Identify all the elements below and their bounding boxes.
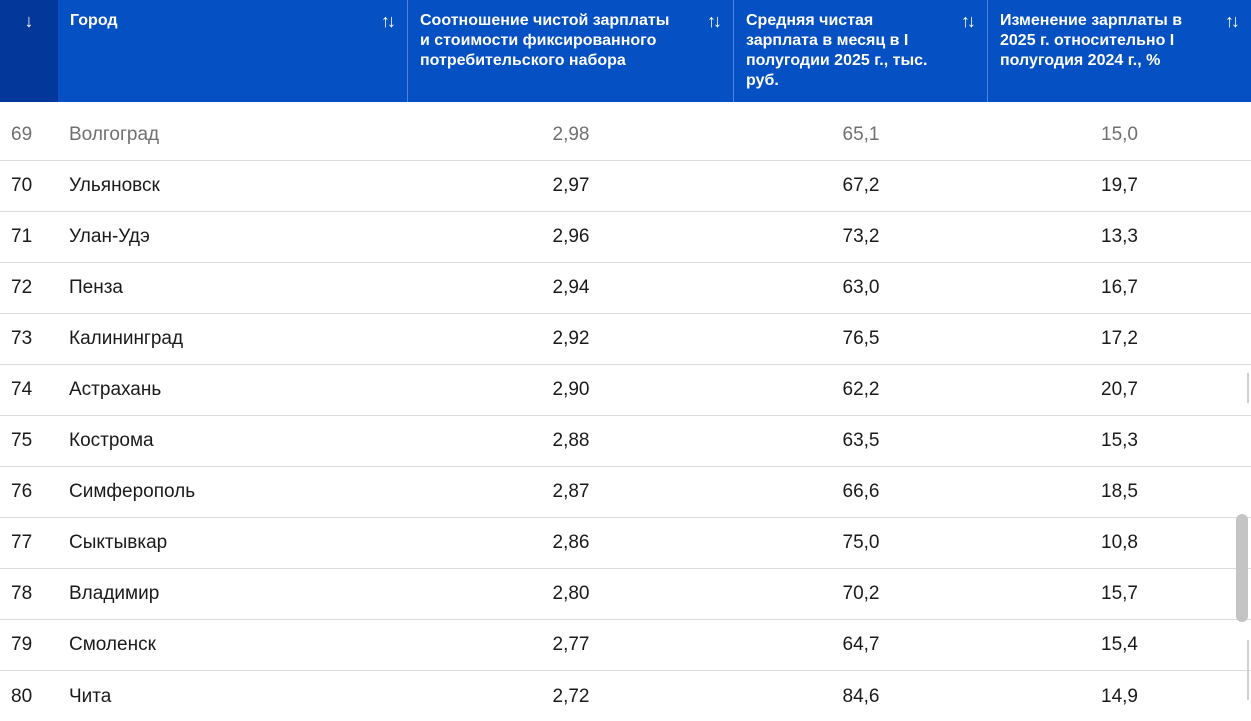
cell-change: 15,4 (1101, 634, 1138, 655)
cell-change: 15,3 (1101, 430, 1138, 451)
cell-change: 19,7 (1101, 175, 1138, 196)
cell-salary: 65,1 (842, 124, 880, 145)
arrow-down-icon: ↓ (24, 11, 34, 31)
cell-city: Волгоград (69, 124, 160, 145)
cell-rank: 74 (11, 379, 33, 400)
cell-change: 18,5 (1101, 481, 1138, 502)
table-row: 69 Волгоград 2,98 65,1 15,0 (0, 110, 1251, 161)
cell-salary: 63,0 (842, 277, 880, 298)
table-edge-divider (1247, 373, 1249, 403)
table-row: 77 Сыктывкар 2,86 75,0 10,8 (0, 518, 1251, 569)
cell-ratio: 2,87 (552, 481, 590, 502)
rank-sort-header[interactable]: ↓ (0, 0, 58, 102)
column-header-ratio-label: Соотношение чистой зарплаты и стоимости … (420, 12, 670, 69)
cell-change: 10,8 (1101, 532, 1138, 553)
cell-change: 15,7 (1101, 583, 1138, 604)
cell-salary: 66,6 (842, 481, 880, 502)
cell-city: Смоленск (69, 634, 156, 655)
cell-ratio: 2,86 (552, 532, 590, 553)
vertical-scrollbar-thumb[interactable] (1236, 514, 1248, 622)
cell-rank: 69 (11, 124, 33, 145)
cell-rank: 70 (11, 175, 33, 196)
cell-salary: 84,6 (842, 685, 880, 707)
cell-salary: 73,2 (842, 226, 880, 247)
cell-city: Ульяновск (69, 175, 160, 196)
cell-rank: 73 (11, 328, 33, 349)
cell-rank: 71 (11, 226, 33, 247)
cell-change: 17,2 (1101, 328, 1138, 349)
table-row: 79 Смоленск 2,77 64,7 15,4 (0, 620, 1251, 671)
cell-city: Сыктывкар (69, 532, 168, 553)
table-row: 71 Улан-Удэ 2,96 73,2 13,3 (0, 212, 1251, 263)
column-header-city-label: Город (70, 12, 118, 29)
table-row: 73 Калининград 2,92 76,5 17,2 (0, 314, 1251, 365)
cell-rank: 79 (11, 634, 33, 655)
cell-change: 20,7 (1101, 379, 1138, 400)
cell-ratio: 2,92 (552, 328, 590, 349)
cell-city: Калининград (69, 328, 184, 349)
cell-ratio: 2,94 (552, 277, 590, 298)
cell-rank: 76 (11, 481, 33, 502)
cell-city: Кострома (69, 430, 154, 451)
table-row: 70 Ульяновск 2,97 67,2 19,7 (0, 161, 1251, 212)
cell-change: 15,0 (1101, 124, 1138, 145)
cell-city: Владимир (69, 583, 160, 604)
column-header-salary[interactable]: Средняя чистая зарплата в месяц в I полу… (734, 0, 988, 102)
cell-ratio: 2,90 (552, 379, 590, 400)
cell-change: 14,9 (1101, 685, 1138, 707)
table-row: 72 Пенза 2,94 63,0 16,7 (0, 263, 1251, 314)
cell-rank: 72 (11, 277, 33, 298)
cell-change: 16,7 (1101, 277, 1138, 298)
cell-rank: 77 (11, 532, 33, 553)
table-row: 75 Кострома 2,88 63,5 15,3 (0, 416, 1251, 467)
table-row: 74 Астрахань 2,90 62,2 20,7 (0, 365, 1251, 416)
cell-ratio: 2,96 (552, 226, 590, 247)
table-row: 78 Владимир 2,80 70,2 15,7 (0, 569, 1251, 620)
cell-ratio: 2,77 (552, 634, 590, 655)
cell-rank: 78 (11, 583, 33, 604)
sort-up-down-icon[interactable]: ↑↓ (381, 11, 396, 31)
column-header-city[interactable]: Город ↑↓ (58, 0, 408, 102)
cell-salary: 63,5 (842, 430, 880, 451)
cell-change: 13,3 (1101, 226, 1138, 247)
cell-salary: 70,2 (842, 583, 880, 604)
cell-salary: 64,7 (842, 634, 880, 655)
cell-city: Чита (69, 685, 112, 707)
cell-salary: 62,2 (842, 379, 880, 400)
sort-up-down-icon[interactable]: ↑↓ (1225, 11, 1240, 31)
cell-city: Улан-Удэ (69, 226, 150, 247)
cell-ratio: 2,98 (552, 124, 590, 145)
cell-salary: 76,5 (842, 328, 880, 349)
cell-rank: 80 (11, 685, 33, 707)
sort-up-down-icon[interactable]: ↑↓ (961, 11, 976, 31)
column-header-change-label: Изменение зарплаты в 2025 г. относительн… (1000, 12, 1183, 69)
cell-rank: 75 (11, 430, 33, 451)
cell-ratio: 2,80 (552, 583, 590, 604)
sort-up-down-icon[interactable]: ↑↓ (707, 11, 722, 31)
table-body: 69 Волгоград 2,98 65,1 15,0 70 Ульяновск… (0, 110, 1251, 721)
column-header-salary-label: Средняя чистая зарплата в месяц в I полу… (746, 12, 928, 89)
table-row: 76 Симферополь 2,87 66,6 18,5 (0, 467, 1251, 518)
table-header: ↓ Город ↑↓ Соотношение чистой зарплаты и… (0, 0, 1251, 102)
cell-ratio: 2,97 (552, 175, 590, 196)
table-edge-divider (1247, 640, 1249, 700)
cell-salary: 75,0 (842, 532, 880, 553)
cell-city: Астрахань (69, 379, 162, 400)
cell-ratio: 2,72 (552, 685, 590, 707)
cell-city: Симферополь (69, 481, 196, 502)
cell-ratio: 2,88 (552, 430, 590, 451)
cell-city: Пенза (69, 277, 123, 298)
table-row: 80 Чита 2,72 84,6 14,9 (0, 671, 1251, 721)
column-header-change[interactable]: Изменение зарплаты в 2025 г. относительн… (988, 0, 1251, 102)
cell-salary: 67,2 (842, 175, 880, 196)
column-header-ratio[interactable]: Соотношение чистой зарплаты и стоимости … (408, 0, 734, 102)
